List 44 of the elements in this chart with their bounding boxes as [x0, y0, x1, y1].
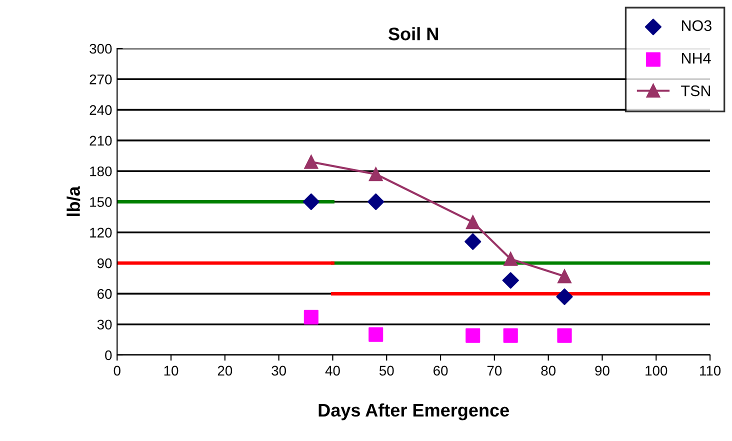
y-axis-title: lb/a [66, 186, 80, 216]
point [504, 252, 518, 266]
point [368, 167, 383, 182]
point [368, 327, 384, 342]
x-tick-label: 40 [325, 366, 340, 376]
legend-label: TSN [681, 85, 710, 96]
y-tick-label: 240 [90, 105, 112, 115]
y-tick-label: 210 [90, 136, 112, 146]
point [503, 328, 518, 343]
y-tick-label: 300 [90, 44, 112, 54]
y-tick-label: 90 [97, 258, 112, 268]
point [557, 328, 572, 343]
y-tick-label: 180 [90, 166, 112, 176]
x-tick-label: 50 [379, 366, 394, 376]
y-tick-label: 30 [97, 320, 112, 330]
x-axis-title: Days After Emergence [318, 403, 509, 420]
point [302, 193, 320, 210]
x-tick-label: 100 [646, 366, 668, 376]
x-tick-label: 70 [487, 366, 502, 376]
x-tick-label: 110 [700, 366, 721, 376]
legend-label: NH4 [682, 52, 711, 64]
point [466, 215, 480, 230]
point [304, 154, 318, 169]
point [368, 193, 384, 210]
point [502, 272, 519, 289]
y-tick-label: 270 [90, 74, 112, 84]
y-tick-label: 120 [90, 228, 112, 238]
chart-title: Soil N [388, 27, 438, 40]
x-tick-label: 30 [272, 366, 286, 376]
point [466, 328, 480, 343]
y-tick-label: 150 [90, 197, 112, 207]
x-tick-label: 10 [164, 366, 178, 376]
y-tick-label: 60 [98, 289, 112, 299]
point [464, 233, 482, 250]
x-tick-label: 20 [218, 366, 232, 376]
point [304, 310, 318, 324]
x-tick-label: 0 [114, 366, 120, 376]
x-tick-label: 80 [541, 366, 556, 376]
y-tick-label: 0 [105, 350, 112, 360]
x-tick-label: 90 [595, 366, 610, 376]
point [558, 269, 572, 284]
x-tick-label: 60 [434, 366, 448, 376]
legend-label: NO3 [682, 20, 712, 32]
point [556, 288, 573, 306]
